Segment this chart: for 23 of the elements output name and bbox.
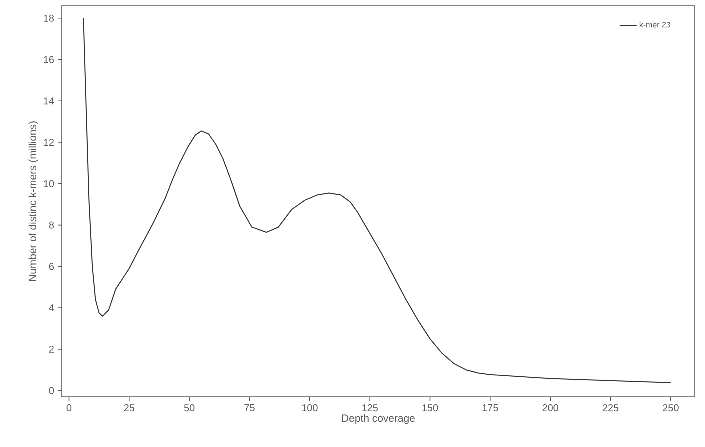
y-tick-label: 0 (49, 387, 54, 394)
y-tick-label: 16 (44, 56, 54, 64)
y-axis-title: Number of distinc k-mers (millions) (28, 122, 39, 282)
y-tick-label: 10 (44, 180, 54, 188)
y-tick-label: 4 (49, 304, 54, 312)
y-tick-label: 8 (49, 222, 54, 229)
x-tick-label: 75 (244, 404, 255, 412)
x-tick-label: 125 (362, 404, 378, 412)
y-tick-label: 18 (44, 14, 54, 22)
y-tick-label: 6 (49, 263, 54, 270)
y-tick-label: 14 (44, 98, 54, 105)
x-axis-title: Depth coverage (342, 414, 415, 424)
x-tick-label: 0 (66, 404, 72, 412)
x-tick-label: 200 (542, 404, 559, 412)
y-tick-label: 2 (49, 346, 54, 353)
x-tick-label: 150 (422, 404, 438, 412)
x-tick-label: 175 (482, 404, 498, 412)
x-tick-label: 225 (602, 404, 619, 412)
y-tick-label: 12 (44, 139, 54, 146)
x-tick-label: 25 (124, 404, 135, 412)
x-tick-label: 50 (184, 404, 195, 412)
x-tick-label: 250 (663, 404, 679, 412)
x-tick-label: 100 (302, 404, 318, 412)
